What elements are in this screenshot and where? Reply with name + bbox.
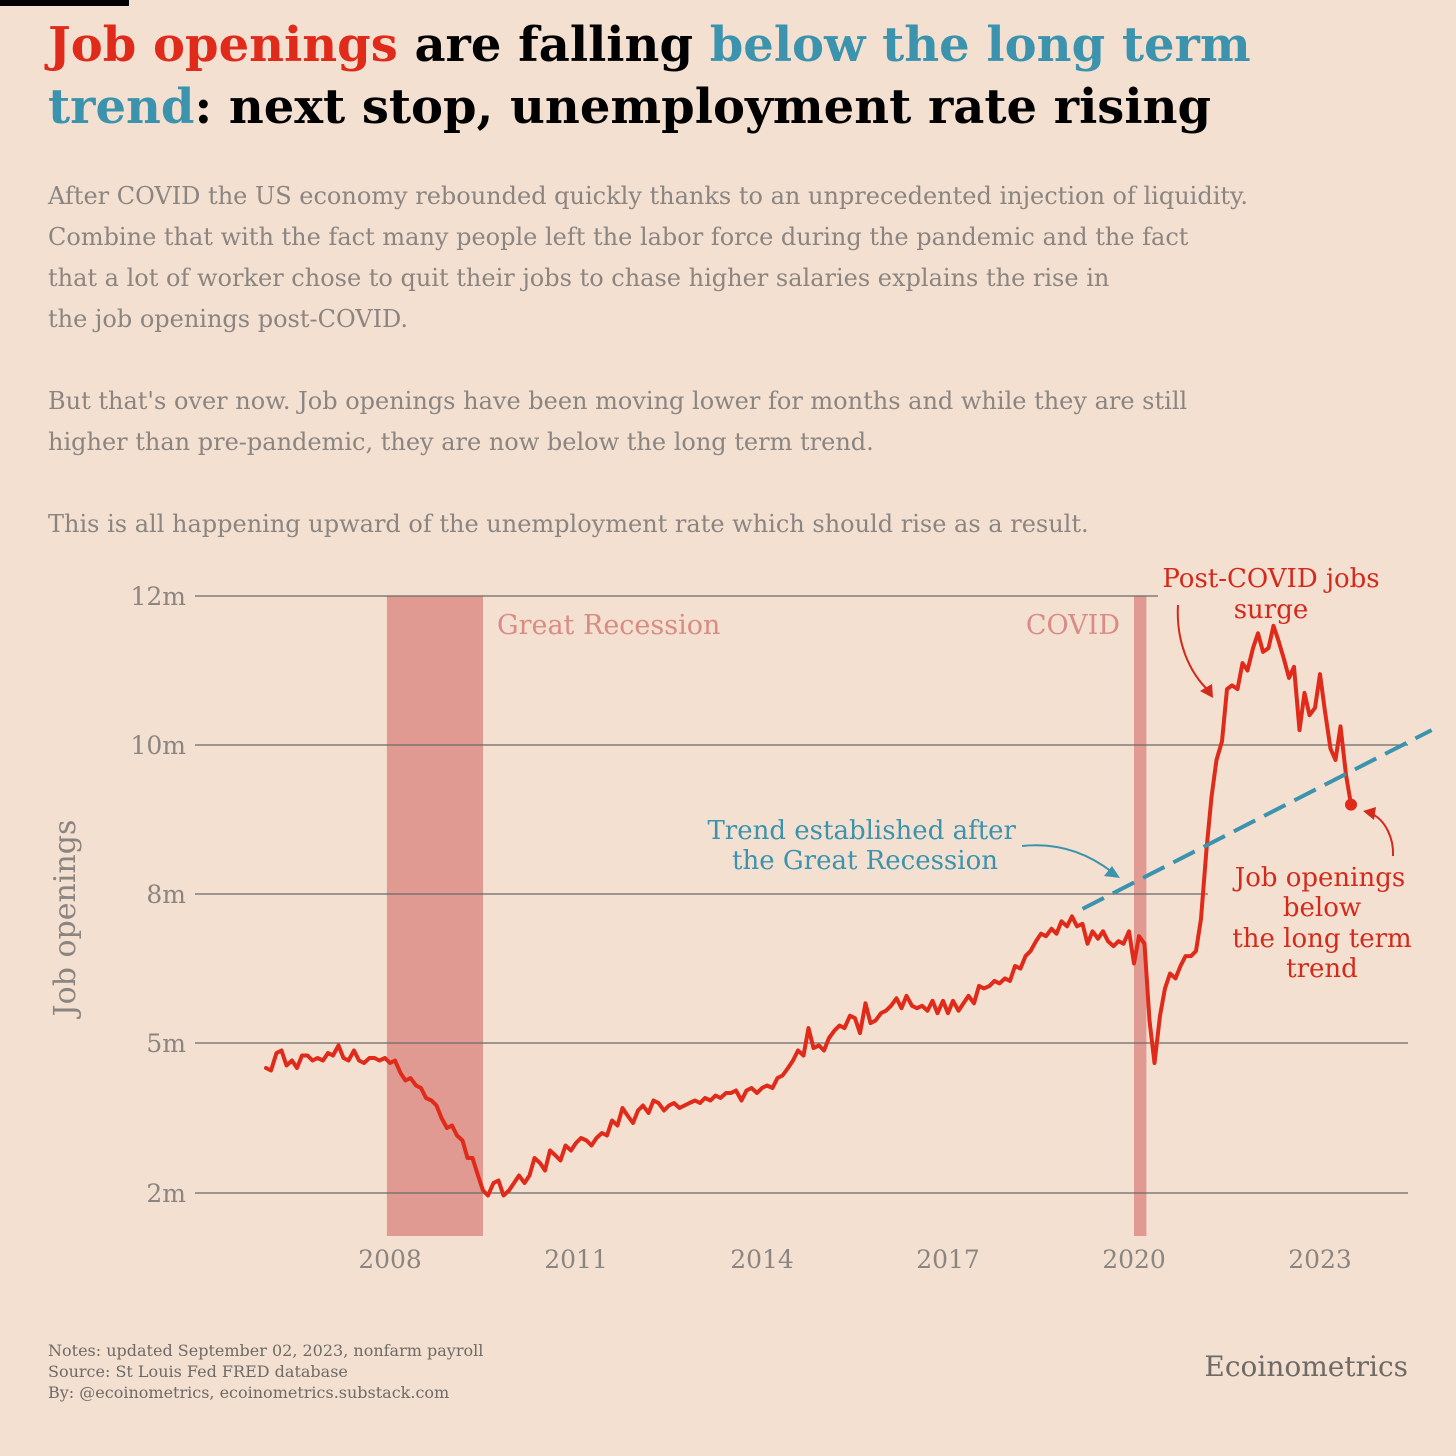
x-tick-label: 2008 xyxy=(358,1245,422,1274)
annotation-below-line4: trend xyxy=(1286,954,1358,984)
annotation-post-covid-line2: surge xyxy=(1234,595,1309,625)
footer-by-line: By: @ecoinometrics, ecoinometrics.substa… xyxy=(48,1383,450,1402)
annotation-below-trend: Job openings below the long term trend xyxy=(1232,807,1412,984)
brand-logo-text: Ecoinometrics xyxy=(1204,1350,1408,1383)
description-line: that a lot of worker chose to quit their… xyxy=(48,264,1110,292)
annotation-below-line1: Job openings xyxy=(1232,863,1405,893)
y-tick-label: 10m xyxy=(130,731,186,760)
y-axis-title: Job openings xyxy=(48,820,83,1020)
description-line: the job openings post-COVID. xyxy=(48,305,409,333)
description-line: After COVID the US economy rebounded qui… xyxy=(48,182,1249,210)
arrowhead-icon xyxy=(1200,684,1213,698)
footer-source-line: Source: St Louis Fed FRED database xyxy=(48,1362,348,1381)
annotation-trend-line1: Trend established after xyxy=(707,816,1016,846)
description-line: This is all happening upward of the unem… xyxy=(48,510,1089,538)
annotation-trend-arrow xyxy=(1021,844,1113,873)
top-accent-bar xyxy=(0,0,129,6)
y-tick-label: 5m xyxy=(146,1029,186,1058)
description-line: higher than pre-pandemic, they are now b… xyxy=(48,428,874,456)
footer-notes: Notes: updated September 02, 2023, nonfa… xyxy=(48,1340,483,1403)
x-tick-label: 2020 xyxy=(1102,1245,1166,1274)
x-tick-label: 2023 xyxy=(1288,1245,1352,1274)
annotation-below-line2: below xyxy=(1283,893,1361,923)
description-line: But that's over now. Job openings have b… xyxy=(48,387,1188,415)
y-tick-label: 2m xyxy=(146,1179,186,1208)
recession-band xyxy=(386,596,483,1236)
recession-label: COVID xyxy=(1026,610,1120,641)
annotation-post-covid-arrow xyxy=(1176,604,1211,693)
x-tick-label: 2017 xyxy=(916,1245,980,1274)
x-tick-label: 2011 xyxy=(544,1245,608,1274)
last-value-marker xyxy=(1345,798,1357,811)
y-tick-label: 12m xyxy=(130,582,186,611)
trend-line xyxy=(1081,728,1433,911)
recession-label: Great Recession xyxy=(497,610,720,641)
annotation-below-line3: the long term xyxy=(1232,924,1411,954)
recession-band xyxy=(1134,596,1147,1236)
description-line: Combine that with the fact many people l… xyxy=(48,223,1189,251)
arrowhead-icon xyxy=(1104,866,1120,878)
annotation-post-covid-line1: Post-COVID jobs xyxy=(1162,564,1379,594)
annotation-trend-line2: the Great Recession xyxy=(732,846,998,876)
title-part-are-falling: are falling xyxy=(397,17,710,73)
annotation-post-covid: Post-COVID jobs surge xyxy=(1162,564,1380,698)
footer-notes-line: Notes: updated September 02, 2023, nonfa… xyxy=(48,1341,484,1360)
arrowhead-icon xyxy=(1363,807,1376,820)
job-openings-line xyxy=(264,623,1353,1198)
page-title: Job openings are falling below the long … xyxy=(48,14,1428,138)
job-openings-chart: 2m 5m 8m 10m 12m 2008 2011 2014 2017 2020 2023 Gr… xyxy=(48,564,1433,1274)
x-tick-label: 2014 xyxy=(730,1245,794,1274)
annotation-trend: Trend established after the Great Recess… xyxy=(707,816,1120,878)
description: After COVID the US economy rebounded qui… xyxy=(48,176,1428,545)
title-part-next-stop: : next stop, unemployment rate rising xyxy=(194,79,1212,135)
title-part-job-openings: Job openings xyxy=(48,17,398,73)
annotation-below-arrow xyxy=(1371,813,1395,857)
y-tick-label: 8m xyxy=(146,880,186,909)
title-part-below-trend: below the long term trend xyxy=(48,17,1251,135)
